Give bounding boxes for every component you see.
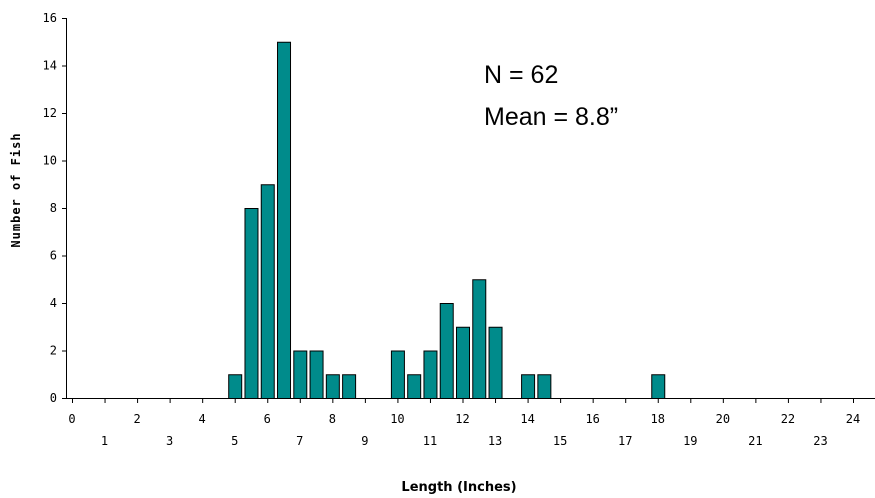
x-tick-label: 20 — [716, 412, 730, 426]
x-tick-label: 8 — [329, 412, 336, 426]
x-tick-label: 18 — [651, 412, 665, 426]
y-tick-label: 10 — [43, 154, 57, 168]
bar — [228, 374, 243, 399]
x-tick-label: 11 — [423, 434, 437, 448]
bar — [456, 326, 470, 399]
x-tick-label: 1 — [101, 434, 108, 448]
x-tick-label: 5 — [231, 434, 238, 448]
bar — [325, 374, 340, 399]
bar — [423, 350, 438, 399]
x-tick-label: 24 — [846, 412, 860, 426]
x-tick-label: 3 — [166, 434, 173, 448]
annotation-mean: Mean = 8.8” — [484, 103, 618, 131]
y-tick-label: 0 — [50, 391, 57, 405]
bar — [407, 374, 422, 399]
y-tick-label: 8 — [50, 201, 57, 215]
x-tick-label: 12 — [455, 412, 469, 426]
y-tick-label: 2 — [50, 344, 57, 358]
x-tick-label: 9 — [361, 434, 368, 448]
x-tick-label: 19 — [683, 434, 697, 448]
x-tick-label: 17 — [618, 434, 632, 448]
bar — [309, 350, 324, 399]
bars-group — [228, 41, 666, 399]
bar — [537, 374, 552, 399]
x-tick-label: 21 — [748, 434, 762, 448]
x-tick-label: 6 — [264, 412, 271, 426]
bar — [472, 279, 487, 399]
x-tick-label: 16 — [585, 412, 599, 426]
y-tick-label: 12 — [43, 106, 57, 120]
bar — [390, 350, 405, 399]
x-tick-label: 14 — [520, 412, 534, 426]
bar — [293, 350, 308, 399]
bar — [488, 326, 503, 399]
x-axis-title: Length (Inches) — [401, 480, 516, 495]
bar — [244, 208, 259, 399]
annotation-n: N = 62 — [484, 61, 558, 89]
x-tick-label: 7 — [296, 434, 303, 448]
y-tick-label: 16 — [43, 11, 57, 25]
x-tick-label: 2 — [133, 412, 140, 426]
y-tick-label: 14 — [43, 59, 57, 73]
x-tick-label: 13 — [488, 434, 502, 448]
x-tick-label: 22 — [781, 412, 795, 426]
x-tick-label: 15 — [553, 434, 567, 448]
x-tick-label: 4 — [199, 412, 206, 426]
bar — [439, 303, 454, 399]
x-ticks-group: 0 2 4 6 8 10 12 14 16 18 20 22 241 3 5 7 9 11 13 15 17 19 21 23 — [68, 398, 860, 448]
x-tick-label: 23 — [813, 434, 827, 448]
y-ticks-group: 0 2 4 6 8 10 12 14 16 — [43, 11, 67, 405]
x-tick-label: 10 — [390, 412, 404, 426]
y-tick-label: 6 — [50, 249, 57, 263]
y-axis-title: Number of Fish — [9, 132, 23, 247]
bar — [277, 41, 292, 399]
y-tick-label: 4 — [50, 296, 57, 310]
bar — [260, 184, 275, 399]
bar — [521, 374, 536, 399]
bar — [342, 374, 357, 399]
bar — [651, 374, 666, 399]
x-tick-label: 0 — [68, 412, 75, 426]
